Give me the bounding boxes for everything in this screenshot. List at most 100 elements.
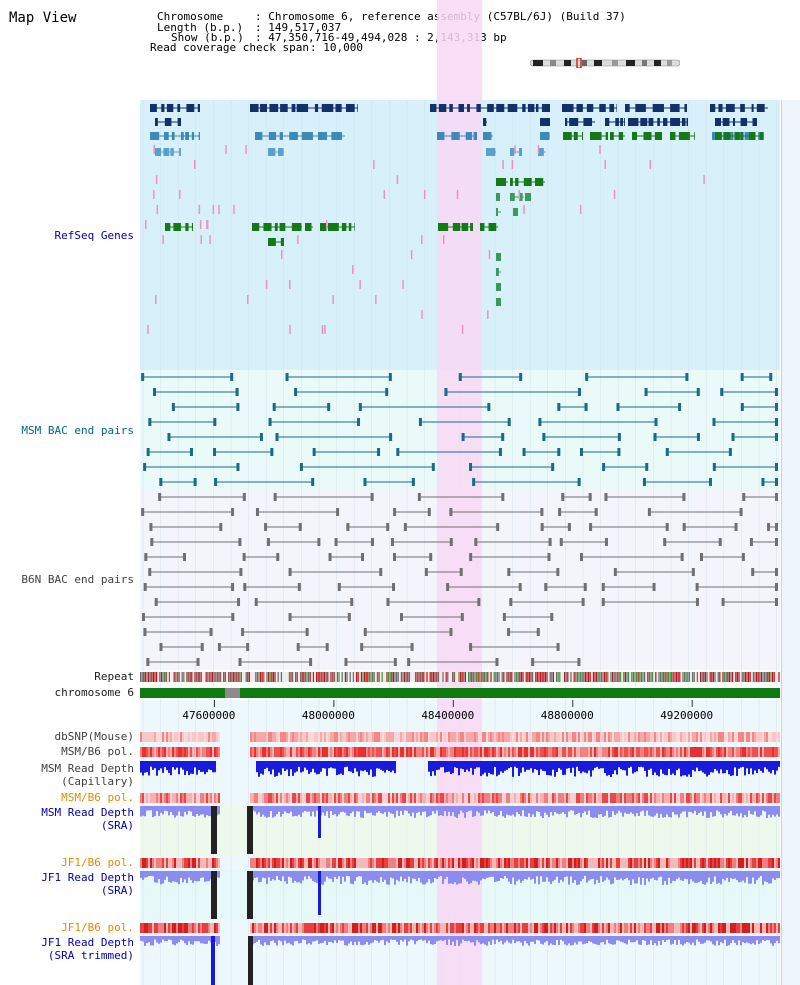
track-label-refseq[interactable]: RefSeq Genes: [54, 229, 134, 242]
depth-bar: [394, 761, 396, 774]
repeat-mark: [552, 672, 554, 682]
b6n-bac-end: [148, 568, 152, 576]
pol-cell: [756, 858, 758, 868]
pol-cell: [548, 923, 550, 933]
track-label-chromosome[interactable]: chromosome 6: [54, 686, 134, 699]
pol-cell: [560, 732, 562, 742]
b6n-bac-end: [460, 613, 464, 621]
depth-bar: [694, 761, 696, 772]
depth-bar: [596, 871, 598, 880]
depth-bar: [488, 761, 490, 773]
repeat-mark: [346, 672, 348, 682]
pol-cell: [378, 858, 380, 868]
depth-bar: [218, 806, 220, 815]
depth-bar: [308, 936, 310, 944]
pol-cell: [330, 793, 332, 803]
pol-cell: [174, 747, 176, 757]
depth-bar: [472, 761, 474, 775]
pol-cell: [388, 793, 390, 803]
track-label-repeat[interactable]: Repeat: [94, 670, 134, 683]
pol-cell: [534, 793, 536, 803]
track-label-jf1-b6-pol-2[interactable]: JF1/B6 pol.: [61, 921, 134, 934]
track-label-dbsnp[interactable]: dbSNP(Mouse): [54, 730, 134, 743]
pol-cell: [324, 923, 326, 933]
pol-cell: [532, 747, 534, 757]
refseq-pink-mark: [153, 190, 155, 199]
pol-cell: [580, 747, 582, 757]
pol-cell: [666, 747, 668, 757]
track-label-jf1-depth-sra-1[interactable]: JF1 Read Depth: [41, 871, 134, 884]
pol-cell: [758, 923, 760, 933]
depth-bar: [748, 761, 750, 775]
depth-bar: [542, 936, 544, 945]
pol-cell: [554, 923, 556, 933]
pol-cell: [456, 858, 458, 868]
pol-cell: [596, 747, 598, 757]
depth-bar: [260, 761, 262, 774]
repeat-mark: [213, 672, 215, 682]
pol-cell: [294, 858, 296, 868]
depth-bar: [430, 806, 432, 816]
pol-cell: [482, 793, 484, 803]
pol-cell: [298, 732, 300, 742]
pol-cell: [266, 858, 268, 868]
ideogram-icon[interactable]: [529, 53, 681, 69]
pol-cell: [268, 732, 270, 742]
b6n-bac-end: [325, 643, 329, 651]
pol-cell: [600, 923, 602, 933]
pol-cell: [594, 923, 596, 933]
pol-cell: [252, 923, 254, 933]
track-label-msm-b6-pol-2[interactable]: MSM/B6 pol.: [61, 791, 134, 804]
pol-cell: [602, 923, 604, 933]
b6n-bac-end: [427, 508, 431, 516]
track-label-msm-b6-pol-1[interactable]: MSM/B6 pol.: [61, 745, 134, 758]
pol-cell: [372, 747, 374, 757]
msm-bac-end: [213, 448, 217, 456]
msm-bac-end: [538, 418, 542, 426]
pol-cell: [478, 858, 480, 868]
pol-cell: [310, 793, 312, 803]
pol-cell: [456, 732, 458, 742]
track-label-msm-depth-cap-1[interactable]: MSM Read Depth: [41, 762, 134, 775]
depth-bar: [468, 871, 470, 885]
pol-cell: [190, 923, 192, 933]
depth-bar: [182, 761, 184, 770]
track-label-b6n-bac[interactable]: B6N BAC end pairs: [21, 573, 134, 586]
repeat-mark: [536, 672, 538, 682]
track-label-msm-depth-sra-1[interactable]: MSM Read Depth: [41, 806, 134, 819]
depth-bar: [158, 936, 160, 944]
gene-exon: [643, 132, 652, 140]
pol-cell: [526, 747, 528, 757]
depth-bar: [450, 936, 452, 946]
depth-bar: [350, 871, 352, 884]
b6n-bac-end: [469, 553, 473, 561]
depth-bar: [422, 806, 424, 812]
repeat-mark: [541, 672, 543, 682]
pol-cell: [398, 858, 400, 868]
depth-bar: [732, 871, 734, 879]
pol-cell: [292, 732, 294, 742]
depth-bar: [718, 936, 720, 946]
track-label-jf1-depth-trim-1[interactable]: JF1 Read Depth: [41, 936, 134, 949]
pol-cell: [650, 858, 652, 868]
pol-cell: [446, 732, 448, 742]
pol-cell: [428, 858, 430, 868]
depth-bar: [142, 871, 144, 880]
track-label-jf1-b6-pol-1[interactable]: JF1/B6 pol.: [61, 856, 134, 869]
repeat-mark: [455, 672, 457, 682]
pol-cell: [156, 858, 158, 868]
pol-cell: [414, 732, 416, 742]
track-label-msm-bac[interactable]: MSM BAC end pairs: [21, 424, 134, 437]
gene-exon: [562, 104, 574, 112]
pol-cell: [336, 747, 338, 757]
depth-bar: [594, 871, 596, 885]
pol-cell: [412, 747, 414, 757]
depth-bar: [364, 936, 366, 945]
pol-cell: [350, 747, 352, 757]
vertical-scrollbar[interactable]: [781, 100, 800, 985]
pol-cell: [176, 793, 178, 803]
pol-cell: [352, 732, 354, 742]
repeat-mark: [573, 672, 575, 682]
depth-bar: [552, 936, 554, 945]
